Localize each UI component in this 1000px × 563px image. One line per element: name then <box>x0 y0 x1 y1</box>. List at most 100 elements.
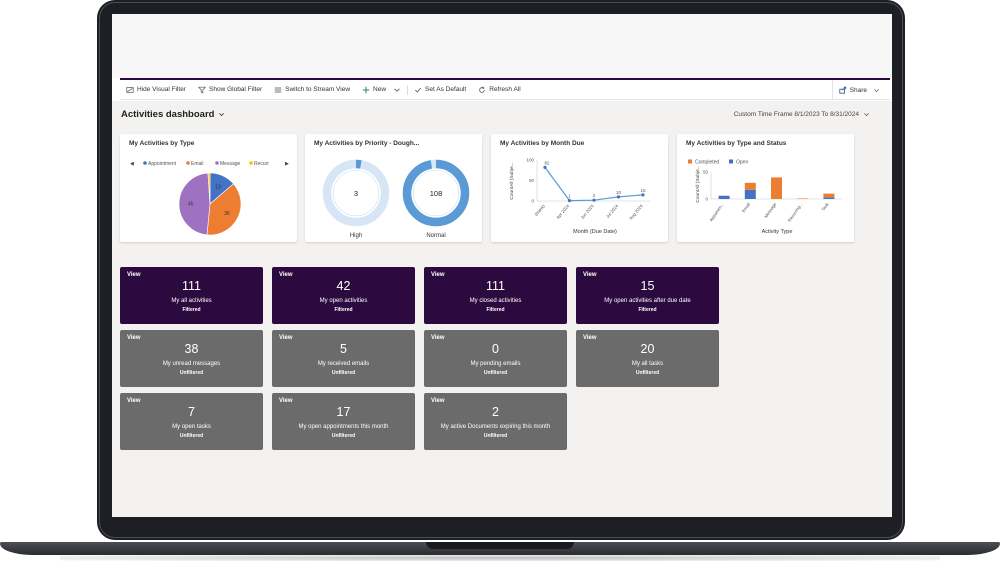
x-tick-label: (blank) <box>533 203 546 217</box>
donut-ring[interactable] <box>322 159 390 227</box>
bar-segment[interactable] <box>744 189 756 199</box>
activity-tile[interactable]: View 15 My open activities after due date F… <box>576 267 719 324</box>
legend-label: Open <box>736 160 748 166</box>
tile-label: My closed activities <box>469 298 522 304</box>
chart-card-activities-by-type[interactable]: My Activities by Type ◀ Appointment Emai… <box>120 134 297 242</box>
bar-chart: Completed Open 50 0 CountAll (Subje... Appo… <box>688 159 842 235</box>
tile-view-link[interactable]: View <box>431 398 445 404</box>
bar-segment[interactable] <box>797 198 809 199</box>
pie-data-label: 36 <box>224 211 230 217</box>
activity-tile[interactable]: View 111 My all activities Filtered <box>120 267 263 324</box>
tile-view-link[interactable]: View <box>127 398 141 404</box>
tile-label: My open activities after due date <box>604 298 691 304</box>
switch-stream-view-button[interactable]: Switch to Stream View <box>268 80 356 100</box>
tile-label: My all activities <box>171 298 212 304</box>
data-point[interactable] <box>567 198 572 203</box>
refresh-all-button[interactable]: Refresh All <box>472 80 526 100</box>
pie-slice[interactable] <box>206 183 242 236</box>
activity-tile[interactable]: View 20 My all tasks Unfiltered <box>576 330 719 387</box>
donut-chart: 3 High 108 Normal <box>322 159 470 239</box>
tile-view-link[interactable]: View <box>583 335 597 341</box>
tile-count: 15 <box>640 279 655 293</box>
tile-view-link[interactable]: View <box>279 272 293 278</box>
tile-view-link[interactable]: View <box>127 335 141 341</box>
filter-icon <box>198 86 206 93</box>
tile-filter-status: Filtered <box>638 307 657 313</box>
pie-chart: ◀ Appointment Email Message Recurr ▶ 13 3… <box>130 161 289 236</box>
bar-segment[interactable] <box>744 182 756 190</box>
chart-title: My Activities by Priority - Dough... <box>314 140 420 147</box>
legend-label: Email <box>191 161 204 167</box>
show-global-filter-label: Show Global Filter <box>209 86 263 93</box>
legend-swatch-open <box>729 159 733 164</box>
pie-slice[interactable] <box>207 172 211 205</box>
data-point[interactable] <box>616 195 621 199</box>
pie-data-label: 13 <box>215 185 221 191</box>
donut-value-label: 108 <box>430 189 443 198</box>
legend-label: Appointment <box>148 161 177 167</box>
chart-card-activities-by-month[interactable]: My Activities by Month Due 100 50 0 CountAl… <box>491 134 668 242</box>
legend-swatch-appointment <box>143 161 147 165</box>
donut-ring[interactable] <box>402 159 470 227</box>
tile-view-link[interactable]: View <box>583 272 597 278</box>
bar-segment[interactable] <box>823 193 835 198</box>
bar-segment[interactable] <box>823 197 835 199</box>
activity-tile[interactable]: View 0 My pending emails Unfiltered <box>424 330 567 387</box>
show-global-filter-button[interactable]: Show Global Filter <box>192 80 268 100</box>
tile-filter-status: Filtered <box>334 307 353 313</box>
tile-view-link[interactable]: View <box>431 272 445 278</box>
activity-tile[interactable]: View 2 My active Documents expiring this m… <box>424 393 567 450</box>
time-frame-selector[interactable]: Custom Time Frame 8/1/2023 To 8/31/2024 <box>734 111 870 118</box>
tile-filter-status: Unfiltered <box>331 370 356 376</box>
bar-segment[interactable] <box>718 195 730 199</box>
donut-hole <box>412 169 460 217</box>
pie-slice[interactable] <box>178 172 211 236</box>
x-tick-label: Aug 2024 <box>628 203 644 221</box>
x-tick-label: Email <box>741 202 751 214</box>
legend-prev-icon[interactable]: ◀ <box>130 161 134 167</box>
tile-view-link[interactable]: View <box>431 335 445 341</box>
activity-tile[interactable]: View 42 My open activities Filtered <box>272 267 415 324</box>
tile-filter-status: Unfiltered <box>179 370 204 376</box>
tile-count: 7 <box>188 405 195 419</box>
y-axis-label: CountAll (Subje... <box>509 162 515 199</box>
app-header <box>112 14 892 78</box>
tile-count: 0 <box>492 342 499 356</box>
list-icon <box>274 87 282 92</box>
tile-view-link[interactable]: View <box>279 335 293 341</box>
donut-hole <box>332 169 380 217</box>
x-axis-label: Activity Type <box>762 229 793 235</box>
hide-visual-filter-button[interactable]: Hide Visual Filter <box>120 80 192 100</box>
tile-view-link[interactable]: View <box>279 398 293 404</box>
pie-data-label: 45 <box>188 202 194 208</box>
new-button[interactable]: New <box>356 80 407 100</box>
activity-tile[interactable]: View 17 My open appointments this month Unf… <box>272 393 415 450</box>
activity-tile[interactable]: View 5 My received emails Unfiltered <box>272 330 415 387</box>
chart-card-activities-by-priority[interactable]: My Activities by Priority - Dough... 3 Hi… <box>305 134 482 242</box>
checkmark-icon <box>414 87 422 93</box>
data-point[interactable] <box>592 198 596 202</box>
tile-filter-status: Unfiltered <box>179 433 204 439</box>
share-button[interactable]: Share <box>831 80 884 100</box>
activity-tile[interactable]: View 38 My unread messages Unfiltered <box>120 330 263 387</box>
donut-value-label: 3 <box>354 189 358 198</box>
activity-tile[interactable]: View 111 My closed activities Filtered <box>424 267 567 324</box>
x-tick-label: Jun 2024 <box>580 203 596 220</box>
tile-count: 17 <box>336 405 351 419</box>
chevron-down-icon <box>219 113 225 117</box>
refresh-icon <box>479 86 486 93</box>
legend-next-icon[interactable]: ▶ <box>285 161 289 167</box>
tile-count: 111 <box>485 279 505 293</box>
bar-segment[interactable] <box>771 177 782 199</box>
chevron-down-icon <box>864 113 869 117</box>
set-default-button[interactable]: Set As Default <box>408 80 472 100</box>
tile-label: My received emails <box>317 361 370 367</box>
dashboard-title-selector[interactable]: Activities dashboard <box>121 109 225 120</box>
tile-label: My all tasks <box>631 361 664 367</box>
chart-card-activities-by-type-status[interactable]: My Activities by Type and Status Complet… <box>677 134 854 242</box>
data-point[interactable] <box>641 193 645 197</box>
activity-tile[interactable]: View 7 My open tasks Unfiltered <box>120 393 263 450</box>
donut-rings: 3 High 108 Normal <box>322 159 470 239</box>
tile-view-link[interactable]: View <box>127 272 141 278</box>
data-point[interactable] <box>543 165 547 169</box>
